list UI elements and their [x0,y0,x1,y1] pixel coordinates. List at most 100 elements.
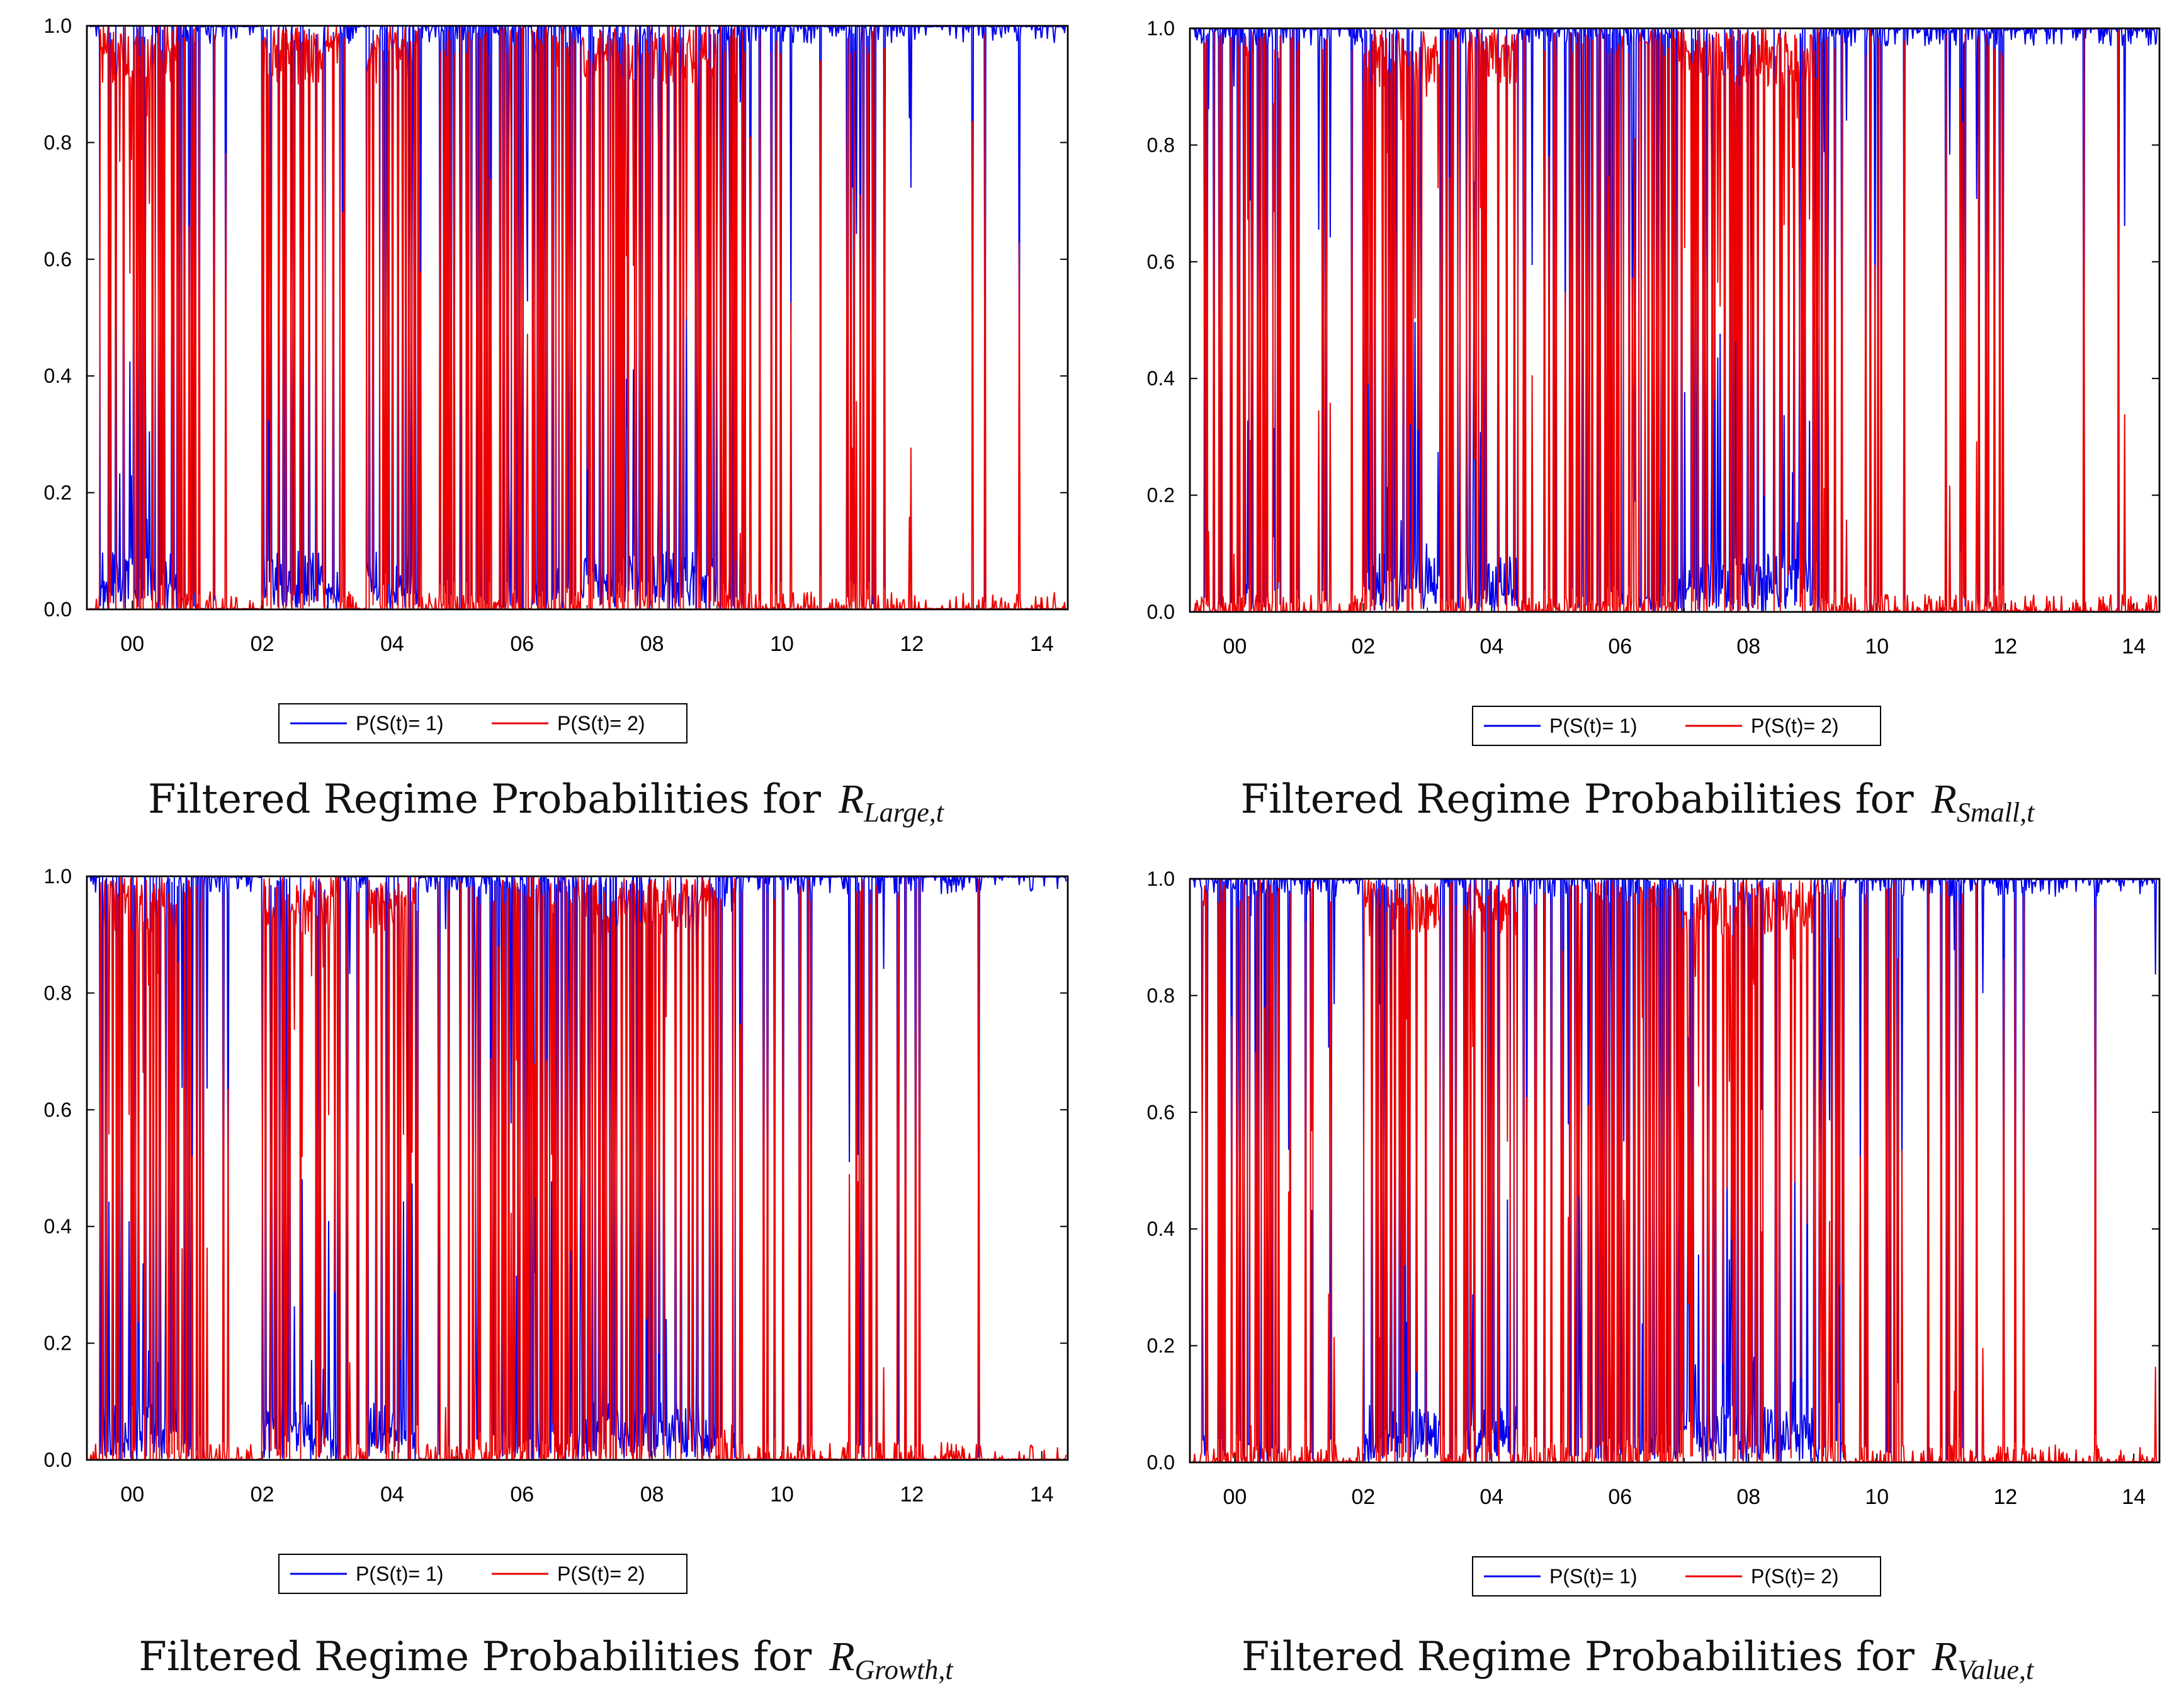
x-tick-label: 10 [770,632,794,656]
x-tick-label: 04 [380,1483,404,1506]
legend-label-p1: P(S(t)= 1) [1549,715,1638,737]
x-tick-label: 08 [640,632,664,656]
x-tick-label: 10 [1865,1485,1889,1509]
math-base: R [1932,1634,1958,1680]
x-tick-label: 04 [1480,635,1503,658]
y-tick-label: 0.4 [1147,367,1175,390]
caption-math: RGrowth,t [829,1634,953,1685]
y-tick-label: 0.8 [44,981,72,1004]
x-tick-label: 02 [1351,635,1375,658]
x-tick-label: 12 [900,1483,924,1506]
math-subscript: Growth,t [854,1654,953,1685]
chart-panel-small: 0.0 0.2 0.4 0.6 0.8 1.0 00 02 04 06 08 10 12 14 P(S(t)… [1092,0,2183,850]
y-tick-label: 0.8 [44,131,72,154]
series-line-p2 [1192,878,2159,1463]
x-tick-label: 00 [1223,1485,1247,1509]
y-tick-label: 0.2 [44,482,72,504]
x-tick-label: 02 [251,1483,274,1506]
series-group [1192,28,2158,613]
x-tick-label: 00 [120,1483,144,1506]
x-tick-label: 08 [640,1483,664,1506]
plot-frame [86,25,1069,611]
x-tick-label: 14 [1030,632,1054,656]
x-tick-label: 02 [1351,1485,1375,1509]
y-tick-label: 1.0 [1147,17,1175,40]
legend-label-p1: P(S(t)= 1) [356,1563,444,1585]
x-tick-label: 14 [2122,635,2146,658]
plot-border [86,25,1069,611]
chart-caption-value: Filtered Regime Probabilities for RValue,… [1092,1633,2183,1686]
y-tick-label: 0.4 [44,1215,72,1238]
legend-label-p2: P(S(t)= 2) [1751,715,1839,737]
chart-caption-large: Filtered Regime Probabilities for RLarge,… [0,776,1092,828]
legend-label-p2: P(S(t)= 2) [557,1563,645,1585]
chart-caption-small: Filtered Regime Probabilities for RSmall,… [1092,776,2183,828]
x-tick-label: 00 [120,632,144,656]
x-tick-label: 12 [1993,1485,2017,1509]
x-tick-label: 02 [251,632,274,656]
x-tick-label: 00 [1223,635,1247,658]
chart-caption-growth: Filtered Regime Probabilities for RGrowth… [0,1633,1092,1686]
series-line-p1 [1192,878,2159,1463]
chart-value: 0.0 0.2 0.4 0.6 0.8 1.0 00 02 04 06 08 10 12 14 P(S(t)… [1147,867,2161,1596]
caption-text: Filtered Regime Probabilities for [148,776,821,823]
y-tick-label: 0.6 [44,248,72,271]
y-tick-label: 0.2 [44,1332,72,1355]
y-tick-label: 0.8 [1147,133,1175,156]
x-tick-label: 14 [2122,1485,2146,1509]
x-tick-label: 08 [1736,635,1760,658]
series-line-p2 [1192,28,2158,613]
y-tick-label: 0.8 [1147,984,1175,1007]
legend-label-p1: P(S(t)= 1) [356,712,444,735]
y-tick-label: 0.0 [1147,1451,1175,1474]
chart-panel-value: 0.0 0.2 0.4 0.6 0.8 1.0 00 02 04 06 08 10 12 14 P(S(t)… [1092,850,2183,1701]
plot-border [1189,27,2161,613]
plot-border [86,875,1069,1461]
legend-label-p2: P(S(t)= 2) [557,712,645,735]
math-base: R [1931,776,1957,822]
x-tick-label: 10 [770,1483,794,1506]
legend-label-p1: P(S(t)= 1) [1549,1565,1638,1588]
caption-text: Filtered Regime Probabilities for [1241,1634,1915,1680]
math-subscript: Large,t [864,797,944,828]
chart-large: 0.0 0.2 0.4 0.6 0.8 1.0 00 02 04 06 08 10 12 14 P(S(t)… [44,14,1069,743]
series-group [1192,878,2159,1463]
x-tick-label: 14 [1030,1483,1054,1506]
y-tick-label: 1.0 [44,14,72,37]
plot-border [1189,878,2161,1464]
caption-math: RValue,t [1932,1634,2034,1685]
y-tick-label: 0.6 [1147,251,1175,273]
legend-label-p2: P(S(t)= 2) [1751,1565,1839,1588]
chart-panel-growth: 0.0 0.2 0.4 0.6 0.8 1.0 00 02 04 06 08 10 12 14 P(S(t)… [0,850,1092,1701]
x-tick-label: 04 [380,632,404,656]
x-tick-label: 06 [510,1483,534,1506]
y-tick-label: 0.6 [44,1099,72,1121]
chart-growth: 0.0 0.2 0.4 0.6 0.8 1.0 00 02 04 06 08 10 12 14 P(S(t)… [44,865,1069,1594]
x-tick-label: 06 [510,632,534,656]
math-subscript: Small,t [1956,797,2035,828]
y-tick-label: 0.2 [1147,1335,1175,1357]
x-tick-label: 08 [1736,1485,1760,1509]
y-tick-label: 0.4 [44,364,72,387]
y-tick-label: 0.4 [1147,1218,1175,1240]
x-tick-label: 06 [1608,635,1632,658]
y-tick-label: 1.0 [44,865,72,888]
x-tick-label: 12 [1993,635,2017,658]
y-tick-label: 0.2 [1147,484,1175,507]
chart-panel-large: 0.0 0.2 0.4 0.6 0.8 1.0 00 02 04 06 08 10 12 14 P(S(t)… [0,0,1092,850]
series-group [89,25,1067,610]
caption-math: RLarge,t [838,776,944,828]
x-tick-label: 10 [1865,635,1889,658]
series-line-p1 [1192,28,2158,613]
caption-text: Filtered Regime Probabilities for [1240,776,1914,823]
caption-text: Filtered Regime Probabilities for [139,1634,812,1680]
math-base: R [829,1634,855,1680]
math-subscript: Value,t [1957,1654,2034,1685]
y-tick-label: 1.0 [1147,867,1175,890]
chart-small: 0.0 0.2 0.4 0.6 0.8 1.0 00 02 04 06 08 10 12 14 P(S(t)… [1147,17,2161,746]
y-tick-label: 0.0 [44,598,72,621]
math-base: R [838,776,864,822]
series-line-p2 [89,25,1067,610]
caption-math: RSmall,t [1931,776,2035,828]
y-tick-label: 0.0 [1147,601,1175,623]
